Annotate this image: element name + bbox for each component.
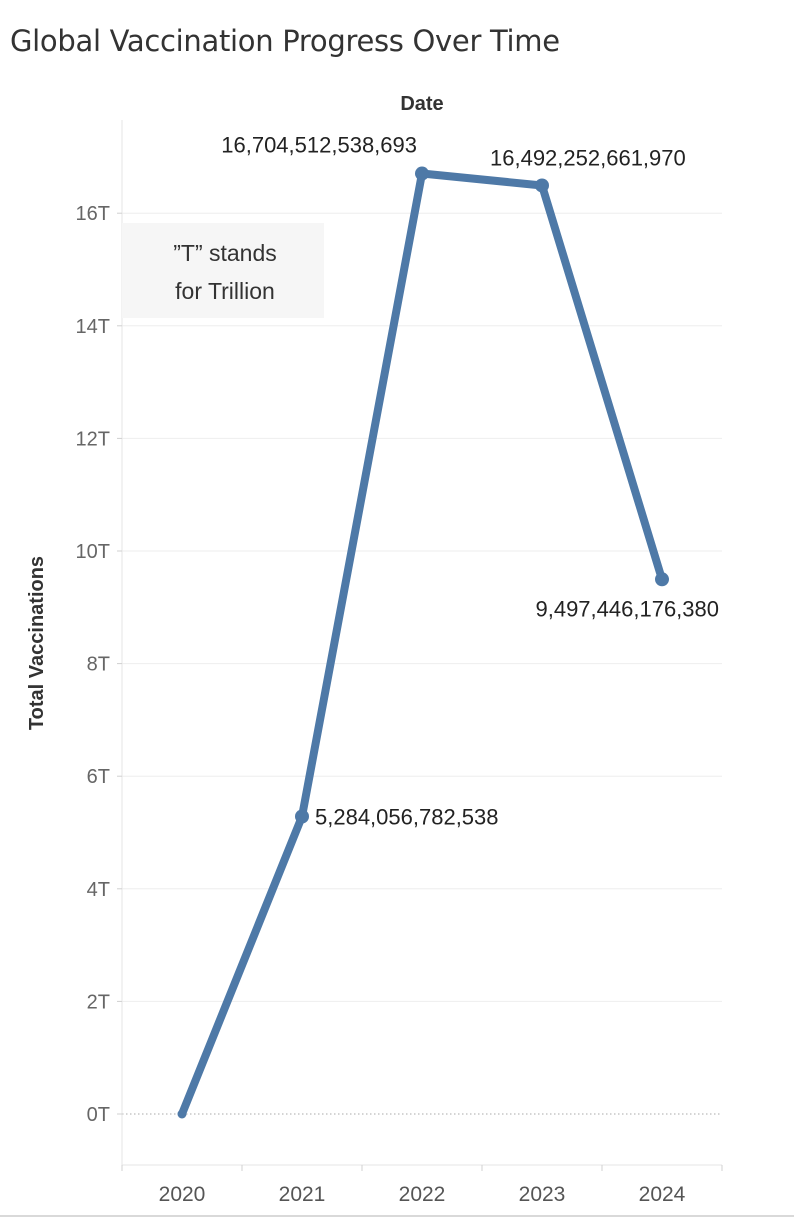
axes: 0T 2T 4T 6T 8T 10T 12T 14T 16T 2020 2021 2022 2023 20…	[76, 120, 723, 1206]
x-tick-label: 2021	[279, 1183, 326, 1206]
y-axis-label: Total Vaccinations	[26, 556, 48, 730]
y-tick-label: 4T	[87, 879, 110, 901]
data-point	[415, 166, 429, 181]
x-tick-label: 2020	[159, 1183, 206, 1206]
y-tick-label: 0T	[87, 1104, 110, 1126]
data-point	[295, 809, 309, 824]
annotation-box	[122, 223, 324, 318]
data-point	[535, 178, 549, 193]
annotation-text: ”T” stands	[173, 240, 277, 266]
chart-title: Global Vaccination Progress Over Time	[10, 24, 560, 58]
y-tick-label: 6T	[87, 766, 110, 788]
x-tick-label: 2022	[399, 1183, 446, 1206]
data-label: 16,704,512,538,693	[221, 133, 417, 158]
y-tick-label: 8T	[87, 654, 110, 676]
data-point	[177, 1109, 187, 1119]
y-tick-label: 12T	[76, 428, 110, 450]
series	[177, 166, 669, 1119]
data-labels: 5,284,056,782,538 16,704,512,538,693 16,49…	[221, 133, 719, 830]
annotation: ”T” stands for Trillion	[122, 223, 324, 318]
annotation-text: for Trillion	[175, 278, 275, 304]
gridlines	[122, 212, 722, 1115]
y-tick-label: 14T	[76, 316, 110, 338]
y-tick-label: 2T	[87, 991, 110, 1013]
x-tick-label: 2024	[639, 1183, 686, 1206]
data-label: 9,497,446,176,380	[535, 596, 719, 621]
data-point	[655, 572, 669, 587]
data-label: 5,284,056,782,538	[315, 805, 499, 830]
bottom-divider	[0, 1215, 794, 1217]
y-tick-label: 10T	[76, 541, 110, 563]
x-tick-label: 2023	[519, 1183, 566, 1206]
y-tick-label: 16T	[76, 203, 110, 225]
x-axis-header: Date	[400, 93, 443, 115]
data-label: 16,492,252,661,970	[490, 145, 686, 170]
